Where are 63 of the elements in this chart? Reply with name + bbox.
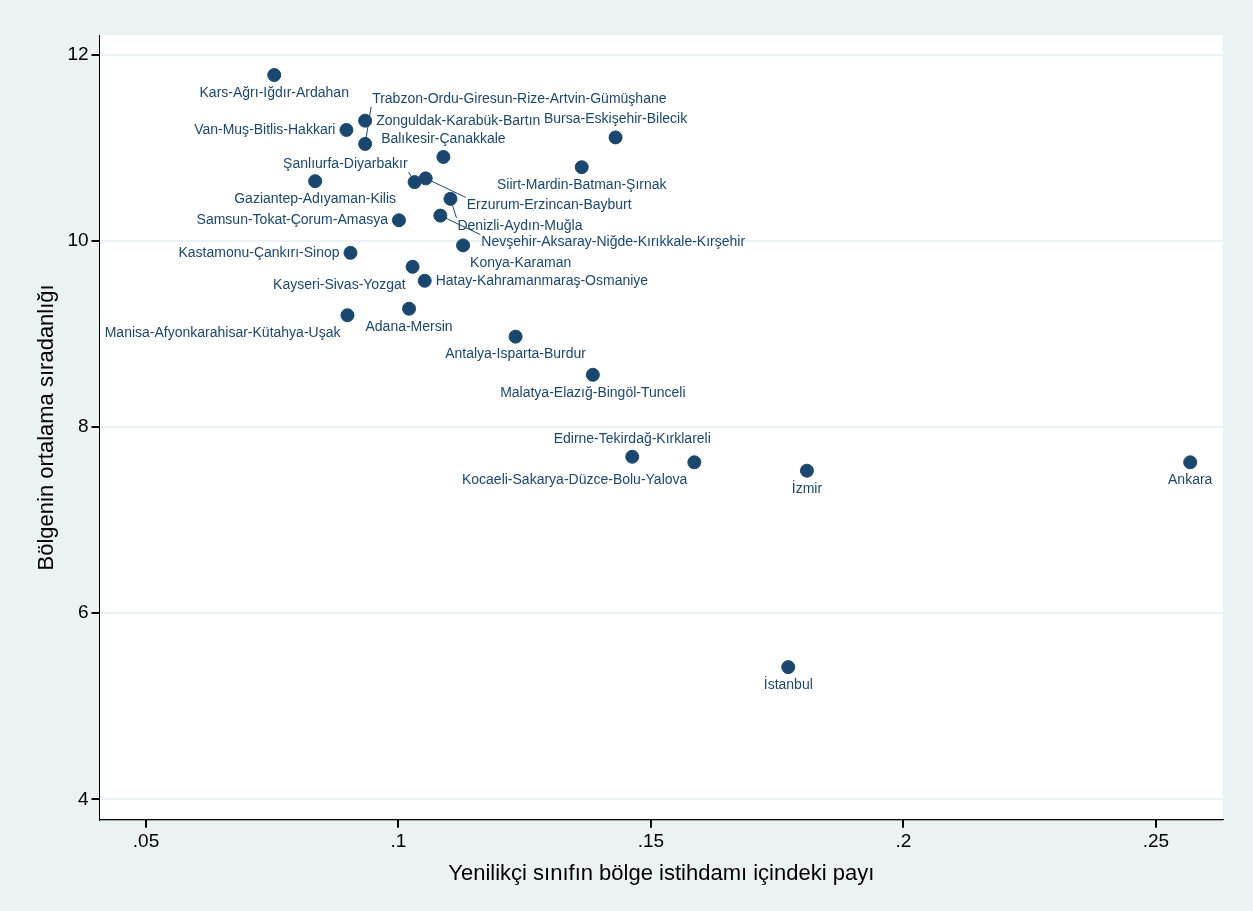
annotation: Zonguldak-Karabük-Bartın (376, 111, 541, 128)
point (574, 160, 589, 175)
annotation: Adana-Mersin (365, 317, 453, 334)
point (608, 130, 623, 145)
point (433, 208, 448, 223)
annotation: Şanlıurfa-Diyarbakır (283, 154, 408, 171)
point (402, 301, 417, 316)
annotation: Kars-Ağrı-Iğdır-Ardahan (199, 83, 349, 100)
y-tick-label: 10 (67, 228, 89, 250)
annotation: Bursa-Eskişehir-Bilecik (543, 110, 689, 127)
annotation: Antalya-Isparta-Burdur (445, 345, 587, 362)
x-tick-label: .05 (132, 830, 160, 852)
annotation: Trabzon-Ordu-Giresun-Rize-Artvin-Gümüşhane (372, 89, 667, 106)
annotation: Ankara (1168, 471, 1213, 488)
point (1183, 455, 1198, 470)
point (358, 136, 373, 151)
annotation: Erzurum-Erzincan-Bayburt (466, 196, 632, 213)
annotation: Hatay-Kahramanmaraş-Osmaniye (435, 271, 649, 288)
annotation: Samsun-Tokat-Çorum-Amasya (196, 211, 389, 228)
annotation: Kastamonu-Çankırı-Sinop (178, 243, 340, 260)
annotation: Kocaeli-Sakarya-Düzce-Bolu-Yalova (461, 471, 688, 488)
point (418, 171, 433, 186)
point (625, 449, 640, 464)
annotation: Denizli-Aydın-Muğla (457, 216, 583, 233)
annotation: Van-Muş-Bitlis-Hakkari (194, 120, 336, 137)
point (267, 68, 282, 83)
point (799, 463, 814, 478)
point (391, 213, 406, 228)
y-tick-label: 12 (67, 42, 89, 64)
point (417, 273, 432, 288)
annotation: Kayseri-Sivas-Yozgat (273, 275, 406, 292)
y-tick-label: 8 (77, 415, 89, 437)
point (405, 259, 420, 274)
x-axis-title: Yenilikçi sınıfın bölge istihdamı içindeki payı (448, 859, 875, 885)
y-tick-label: 4 (77, 787, 89, 809)
point (436, 149, 451, 164)
x-tick-label: .25 (1142, 830, 1170, 852)
point (687, 455, 702, 470)
point (781, 660, 796, 675)
point (508, 329, 523, 344)
annotation: Malatya-Elazığ-Bingöl-Tunceli (500, 383, 686, 400)
point (358, 113, 373, 128)
point (339, 122, 354, 137)
annotation: Manisa-Afyonkarahisar-Kütahya-Uşak (104, 324, 342, 341)
annotation: Nevşehir-Aksaray-Niğde-Kırıkkale-Kırşehir (481, 233, 746, 250)
annotation: Gaziantep-Adıyaman-Kilis (234, 190, 397, 207)
y-axis-title: Bölgenin ortalama sıradanlığı (33, 284, 59, 571)
annotation: Siirt-Mardin-Batman-Şırnak (496, 176, 668, 193)
annotation: İzmir (791, 478, 823, 496)
point (456, 238, 471, 253)
x-tick-label: .15 (637, 830, 665, 852)
annotation: Edirne-Tekirdağ-Kırklareli (553, 429, 711, 446)
annotation: İstanbul (763, 674, 813, 692)
y-tick-label: 6 (77, 601, 89, 623)
point (308, 174, 323, 189)
point (340, 308, 355, 323)
x-tick-label: .1 (390, 830, 407, 852)
annotation: Konya-Karaman (470, 254, 572, 271)
point (343, 245, 358, 260)
point (585, 367, 600, 382)
point (443, 191, 458, 206)
annotation: Balıkesir-Çanakkale (381, 129, 506, 146)
x-tick-label: .2 (895, 830, 912, 852)
